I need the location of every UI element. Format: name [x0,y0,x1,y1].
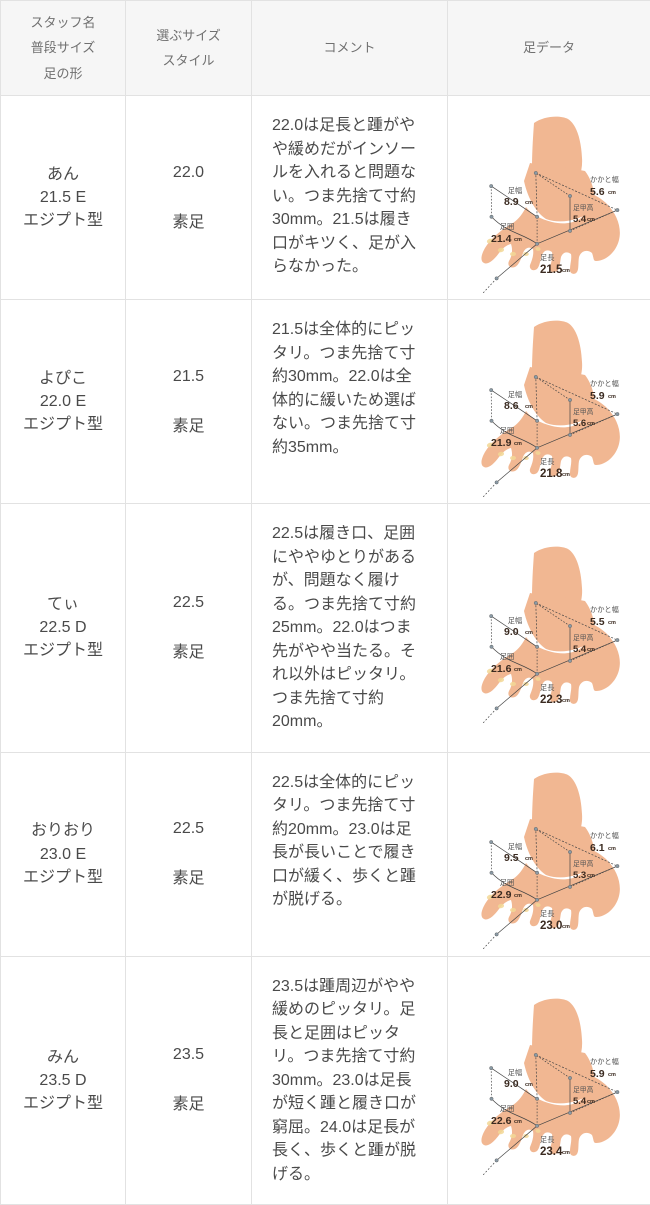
svg-text:5.9: 5.9 [590,390,605,402]
svg-text:cm: cm [608,190,616,196]
svg-text:21.5: 21.5 [540,264,563,276]
svg-text:21.9: 21.9 [491,437,512,449]
svg-text:5.3: 5.3 [573,870,586,881]
svg-text:かかと幅: かかと幅 [590,1057,619,1066]
svg-text:21.4: 21.4 [491,233,512,245]
svg-text:5.6: 5.6 [590,186,605,198]
svg-text:足幅: 足幅 [508,186,522,195]
svg-text:cm: cm [608,394,616,400]
svg-text:21.8: 21.8 [540,468,563,480]
svg-text:8.6: 8.6 [504,400,519,412]
svg-text:かかと幅: かかと幅 [590,605,619,614]
svg-text:足長: 足長 [540,253,554,262]
svg-text:22.3: 22.3 [540,694,562,706]
svg-text:cm: cm [562,698,570,704]
svg-text:5.5: 5.5 [590,616,605,628]
svg-text:足甲高: 足甲高 [573,203,594,212]
svg-text:足幅: 足幅 [508,390,522,399]
svg-text:足幅: 足幅 [508,616,522,625]
svg-text:足長: 足長 [540,1135,554,1144]
svg-text:cm: cm [587,1099,595,1105]
svg-text:cm: cm [608,620,616,626]
svg-text:23.4: 23.4 [540,1146,563,1158]
svg-text:cm: cm [608,846,616,852]
svg-text:cm: cm [525,856,533,862]
svg-text:足幅: 足幅 [508,842,522,851]
svg-text:足甲高: 足甲高 [573,407,594,416]
svg-text:cm: cm [514,1119,522,1125]
svg-text:cm: cm [525,1082,533,1088]
svg-text:cm: cm [587,873,595,879]
svg-text:cm: cm [562,1150,570,1156]
svg-text:cm: cm [525,404,533,410]
svg-text:足甲高: 足甲高 [573,1085,594,1094]
svg-text:足囲: 足囲 [500,426,514,435]
svg-text:cm: cm [562,924,570,930]
svg-text:8.9: 8.9 [504,196,519,208]
svg-text:5.4: 5.4 [573,1096,587,1107]
svg-text:cm: cm [525,630,533,636]
svg-text:cm: cm [514,667,522,673]
svg-text:足囲: 足囲 [500,222,514,231]
svg-text:9.0: 9.0 [504,1078,519,1090]
svg-text:23.0: 23.0 [540,920,562,932]
svg-text:22.9: 22.9 [491,889,512,901]
svg-text:cm: cm [587,421,595,427]
svg-text:9.5: 9.5 [504,852,519,864]
svg-text:cm: cm [514,441,522,447]
svg-text:足長: 足長 [540,683,554,692]
svg-text:22.6: 22.6 [491,1115,512,1127]
svg-text:cm: cm [562,472,570,478]
svg-text:かかと幅: かかと幅 [590,379,619,388]
svg-text:足長: 足長 [540,909,554,918]
svg-text:5.4: 5.4 [573,214,587,225]
svg-text:足囲: 足囲 [500,878,514,887]
svg-text:足長: 足長 [540,457,554,466]
svg-text:足囲: 足囲 [500,1104,514,1113]
svg-text:かかと幅: かかと幅 [590,831,619,840]
svg-text:5.9: 5.9 [590,1068,605,1080]
svg-text:cm: cm [608,1072,616,1078]
svg-text:cm: cm [514,893,522,899]
svg-text:21.6: 21.6 [491,663,512,675]
svg-text:cm: cm [587,647,595,653]
svg-text:かかと幅: かかと幅 [590,175,619,184]
svg-text:6.1: 6.1 [590,842,605,854]
svg-text:足幅: 足幅 [508,1068,522,1077]
svg-text:cm: cm [514,237,522,243]
svg-text:5.4: 5.4 [573,644,587,655]
svg-text:足囲: 足囲 [500,652,514,661]
svg-text:足甲高: 足甲高 [573,633,594,642]
svg-text:9.0: 9.0 [504,626,519,638]
svg-text:5.6: 5.6 [573,418,586,429]
svg-text:cm: cm [562,268,570,274]
svg-text:cm: cm [525,200,533,206]
svg-text:cm: cm [587,217,595,223]
svg-text:足甲高: 足甲高 [573,859,594,868]
